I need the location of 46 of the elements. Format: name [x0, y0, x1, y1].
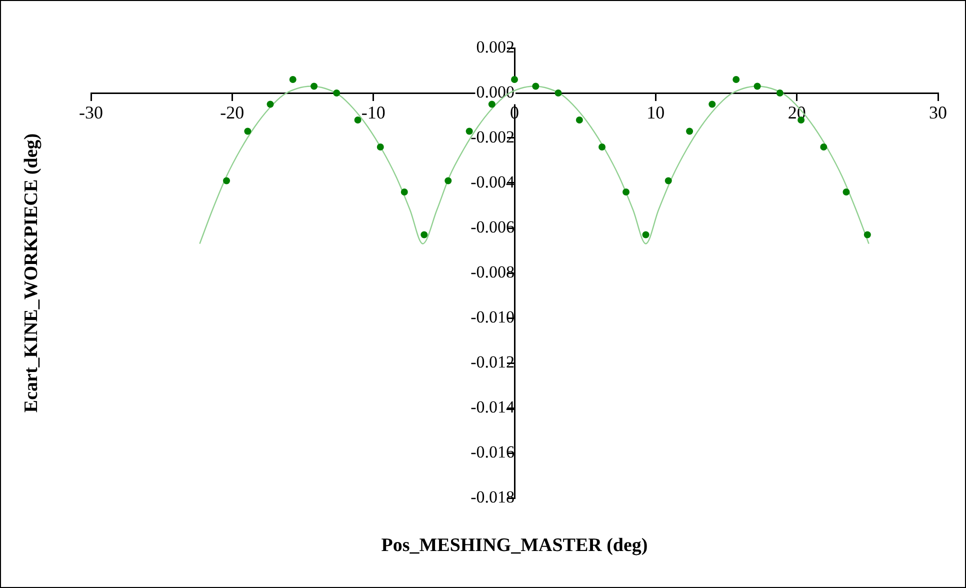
point: [444, 177, 452, 184]
point: [864, 231, 871, 238]
point: [310, 82, 318, 90]
point: [708, 100, 716, 108]
point: [820, 144, 828, 150]
x-tick-label: -30: [79, 102, 103, 123]
point: [244, 128, 252, 135]
point: [266, 100, 274, 108]
y-tick-label: -0.006: [470, 217, 514, 236]
y-tick-label: -0.010: [470, 307, 514, 326]
x-tick-label: -10: [361, 102, 386, 123]
point: [598, 144, 606, 150]
point: [488, 100, 496, 108]
point: [223, 177, 230, 184]
point: [732, 76, 740, 83]
y-tick-label: -0.018: [470, 487, 514, 506]
point: [664, 177, 672, 184]
point: [642, 231, 650, 238]
point: [622, 188, 630, 196]
point: [354, 116, 362, 124]
point: [511, 76, 518, 83]
point: [400, 188, 408, 196]
point: [333, 90, 340, 96]
y-tick-label: -0.008: [470, 262, 514, 282]
y-tick-label: 0.002: [476, 37, 514, 56]
y-tick-label: -0.014: [470, 397, 515, 416]
y-tick-label: 0.000: [476, 82, 514, 102]
x-tick-label: -20: [220, 102, 244, 123]
point: [754, 82, 761, 90]
point: [532, 82, 540, 90]
point: [686, 128, 694, 135]
point: [842, 188, 850, 196]
y-tick-label: -0.004: [470, 172, 515, 192]
x-tick-label: 10: [646, 102, 665, 123]
x-tick-label: 30: [929, 102, 947, 123]
y-tick-label: -0.012: [470, 352, 514, 372]
point: [289, 76, 296, 83]
point: [554, 90, 562, 96]
point: [776, 90, 784, 96]
y-axis-title: Ecart_KINE_WORKPIECE (deg): [21, 133, 43, 413]
point: [420, 231, 428, 238]
y-tick-label: -0.016: [470, 442, 514, 462]
x-axis-title: Pos_MESHING_MASTER (deg): [380, 535, 649, 557]
y-tick-label: -0.002: [470, 127, 514, 146]
point: [376, 144, 384, 150]
point: [576, 116, 583, 124]
